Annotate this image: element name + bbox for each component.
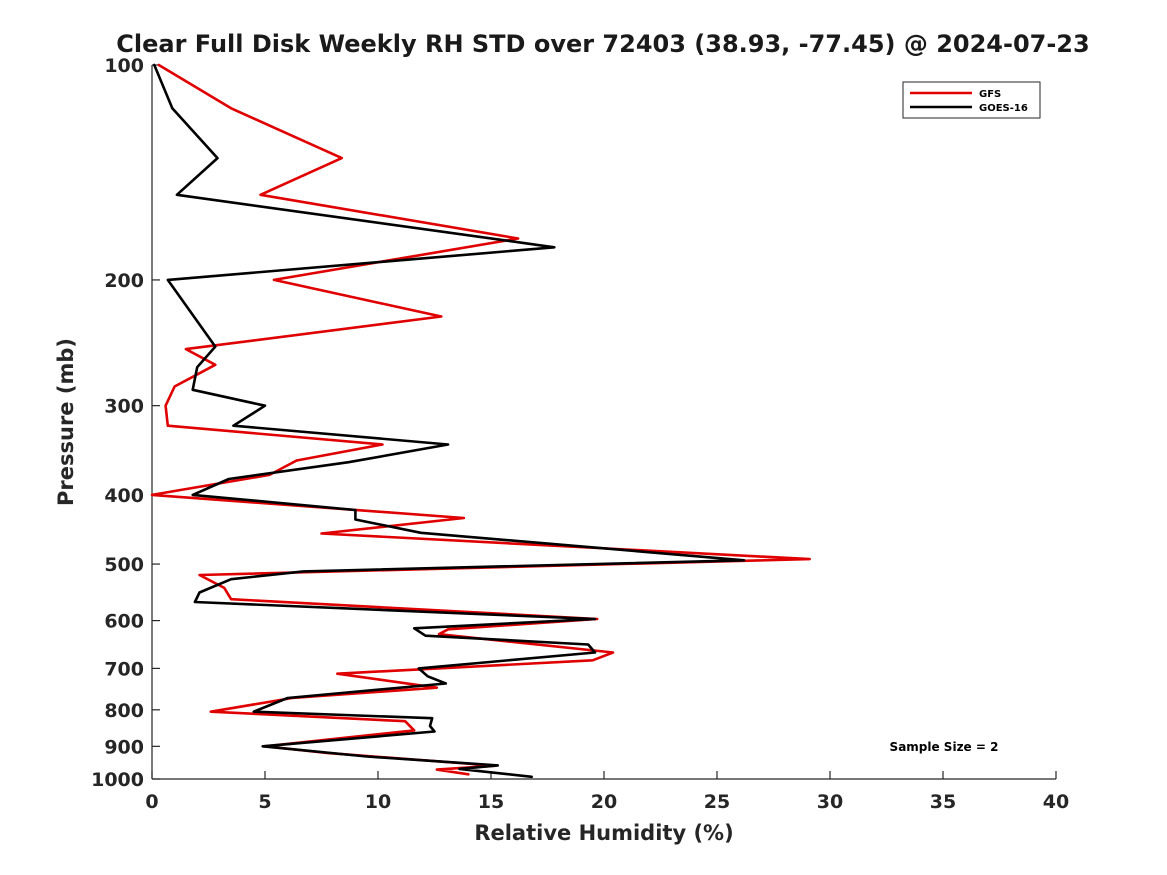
- x-tick-label: 0: [145, 791, 158, 813]
- x-tick-label: 35: [930, 791, 956, 813]
- y-tick-label: 700: [104, 658, 144, 680]
- y-tick-label: 1000: [91, 769, 144, 791]
- y-axis-label: Pressure (mb): [54, 338, 78, 506]
- y-tick-label: 400: [104, 485, 144, 507]
- y-tick-label: 600: [104, 611, 144, 633]
- x-tick-label: 30: [817, 791, 843, 813]
- legend: GFS GOES-16: [902, 81, 1041, 119]
- x-tick-label: 5: [258, 791, 271, 813]
- y-tick-label: 900: [104, 736, 144, 758]
- series-layer: [150, 63, 812, 779]
- y-ticks: 100 200 300 400 500 600 700 800 900 1000: [91, 55, 160, 791]
- y-tick-label: 200: [104, 270, 144, 292]
- y-tick-label: 800: [104, 700, 144, 722]
- x-tick-label: 20: [591, 791, 617, 813]
- legend-label-goes-16: GOES-16: [979, 103, 1028, 114]
- series-line-goes-16: [153, 63, 746, 779]
- y-tick-label: 100: [104, 55, 144, 77]
- legend-label-gfs: GFS: [979, 89, 1001, 100]
- chart-title: Clear Full Disk Weekly RH STD over 72403…: [116, 30, 1089, 58]
- y-tick-label: 300: [104, 396, 144, 418]
- x-axis-label: Relative Humidity (%): [474, 821, 733, 845]
- y-tick-label: 500: [104, 554, 144, 576]
- legend-box: [902, 81, 1041, 119]
- x-ticks: 0 5 10 15 20 25 30 35 40: [145, 771, 1069, 813]
- x-tick-label: 10: [365, 791, 391, 813]
- sample-size-annotation: Sample Size = 2: [890, 740, 999, 754]
- x-tick-label: 25: [704, 791, 730, 813]
- x-tick-label: 15: [478, 791, 504, 813]
- x-tick-label: 40: [1043, 791, 1069, 813]
